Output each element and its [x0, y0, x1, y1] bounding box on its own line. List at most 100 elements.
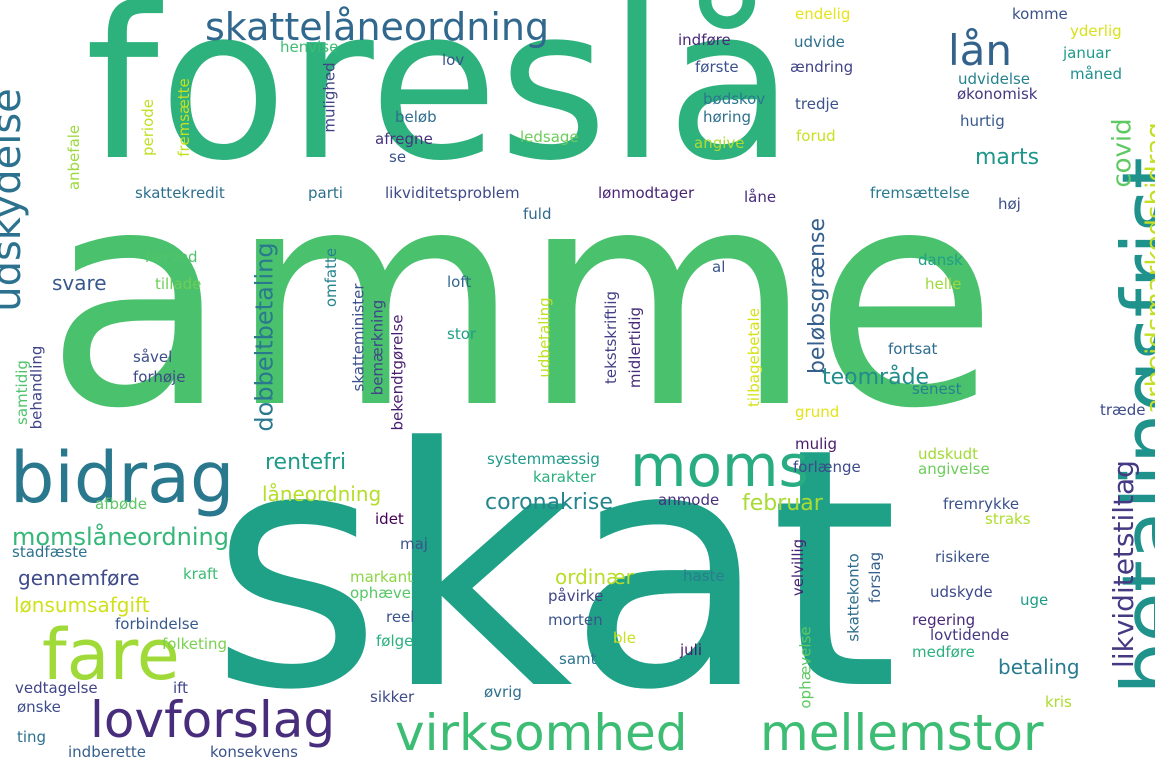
word-lovforslag: lovforslag: [90, 691, 336, 749]
word-bekendtgoerelse: bekendtgørelse: [388, 314, 407, 431]
word-angivelse: angivelse: [918, 460, 990, 478]
word-velvillig: velvillig: [789, 538, 808, 597]
word-uge: uge: [1020, 591, 1049, 609]
word-mulighed: mulighed: [320, 62, 339, 133]
word-loensumsafgift: lønsumsafgift: [14, 593, 150, 617]
word-ble: ble: [613, 629, 636, 647]
word-morten: morten: [548, 611, 603, 629]
word-saavel: såvel: [133, 348, 173, 366]
word-dobbeltbetaling: dobbeltbetaling: [250, 242, 279, 432]
word-ophaeve: ophæve: [350, 584, 412, 602]
word-udbetaling: udbetaling: [535, 297, 554, 378]
word-dansk: dansk: [918, 251, 963, 269]
word-midlertidig: midlertidig: [626, 306, 645, 389]
word-anbefale: anbefale: [65, 124, 84, 191]
word-indfoere: indføre: [678, 31, 731, 49]
word-kraft: kraft: [183, 565, 218, 583]
word-behandling: behandling: [27, 345, 46, 430]
word-lov: lov: [442, 51, 465, 69]
word-arbejdsmarkedsbidrag: arbejdsmarkedsbidrag: [1140, 122, 1155, 414]
word-ophaevelse: ophævelse: [796, 626, 815, 709]
word-fremsaette: fremsætte: [174, 78, 193, 157]
word-hoering: høring: [703, 108, 752, 126]
word-oensk: ønske: [17, 698, 61, 716]
word-grund: grund: [795, 403, 840, 421]
word-traede: træde: [1100, 401, 1146, 419]
word-risikere: risikere: [935, 548, 990, 566]
word-helle: helle: [925, 275, 962, 293]
word-hoej: høj: [998, 195, 1021, 213]
word-laane: låne: [744, 188, 777, 206]
word-ordinaer: ordinær: [555, 565, 634, 589]
word-ift: ift: [173, 679, 189, 697]
word-likviditetstiltag: likviditetstiltag: [1106, 460, 1140, 668]
word-fremrykke: fremrykke: [943, 495, 1020, 513]
word-endelig: endelig: [795, 5, 851, 23]
word-forlaenge: forlænge: [793, 458, 861, 476]
word-februar: februar: [742, 491, 823, 516]
word-al: al: [712, 258, 726, 276]
word-gennemfoere: gennemføre: [18, 566, 140, 590]
word-beloebsgraense: beløbsgrænse: [805, 217, 831, 375]
word-maaned: måned: [1070, 65, 1123, 83]
word-laaneordning: låneordning: [262, 482, 382, 506]
word-fuld: fuld: [523, 205, 552, 223]
word-omfatte: omfatte: [322, 247, 341, 308]
word-svare: svare: [52, 271, 107, 295]
word-udskudt: udskudt: [918, 445, 978, 463]
word-hurtig: hurtig: [960, 112, 1005, 130]
word-forbindelse: forbindelse: [115, 615, 199, 633]
word-oevrig: øvrig: [484, 683, 522, 701]
word-coronakrise: coronakrise: [485, 490, 613, 515]
word-folketing: folketing: [162, 635, 228, 653]
word-loenmodtager: lønmodtager: [598, 184, 695, 202]
word-skattekonto: skattekonto: [844, 553, 863, 642]
word-udvide: udvide: [794, 33, 845, 51]
word-vedtagelse: vedtagelse: [15, 679, 98, 697]
word-afregne: afregne: [375, 130, 433, 148]
word-laan: lån: [948, 26, 1013, 75]
word-samt: samt: [559, 650, 597, 668]
word-virksomhed: virksomhed: [395, 704, 688, 762]
word-foreslaa: foreslå: [85, 0, 795, 207]
word-covid: covid: [1107, 118, 1138, 188]
word-forhoeje: forhøje: [133, 368, 186, 386]
word-komme: komme: [1012, 5, 1068, 23]
word-skattelaaneordning: skattelåneordning: [205, 5, 550, 49]
word-bemaerkning: bemærkning: [368, 299, 387, 396]
word-tillade: tillade: [155, 275, 202, 293]
word-regering: regering: [912, 611, 976, 629]
word-udskyde: udskyde: [930, 583, 993, 601]
word-boedskov: bødskov: [703, 90, 766, 108]
word-likviditetsproblem: likviditetsproblem: [385, 184, 520, 202]
word-indberette: indberette: [68, 743, 147, 761]
word-yderlig: yderlig: [1070, 22, 1122, 40]
word-bidrag: bidrag: [10, 437, 235, 519]
word-momslaaneordning: momslåneordning: [12, 523, 229, 551]
word-beloeb: beløb: [395, 108, 437, 126]
word-mulig: mulig: [795, 435, 837, 453]
word-afboede: afbøde: [95, 495, 147, 513]
word-tekstskriftlig: tekstskriftlig: [602, 290, 621, 385]
word-loft: loft: [447, 273, 472, 291]
word-moms: moms: [630, 432, 809, 500]
word-marts: marts: [975, 145, 1040, 170]
word-skattekredit: skattekredit: [135, 184, 225, 202]
word-udskydelse: udskydelse: [0, 88, 30, 312]
word-fremsaettelse: fremsættelse: [870, 184, 970, 202]
word-straks: straks: [985, 510, 1031, 528]
word-stadfaeste: stadfæste: [12, 543, 88, 561]
word-udvidelse: udvidelse: [958, 70, 1031, 88]
word-anmode: anmode: [658, 491, 720, 509]
word-fare: fare: [42, 614, 180, 696]
word-betaling: betaling: [998, 655, 1080, 679]
word-kris: kris: [1045, 693, 1072, 711]
word-maj: maj: [400, 535, 428, 553]
word-skatteminister: skatteminister: [349, 283, 368, 392]
word-haste: haste: [683, 567, 725, 585]
word-skat: skat: [210, 378, 899, 762]
word-se: se: [389, 148, 407, 166]
word-henvise: henvise: [280, 38, 339, 56]
word-sikker: sikker: [370, 688, 415, 706]
word-fortsat: fortsat: [888, 340, 938, 358]
